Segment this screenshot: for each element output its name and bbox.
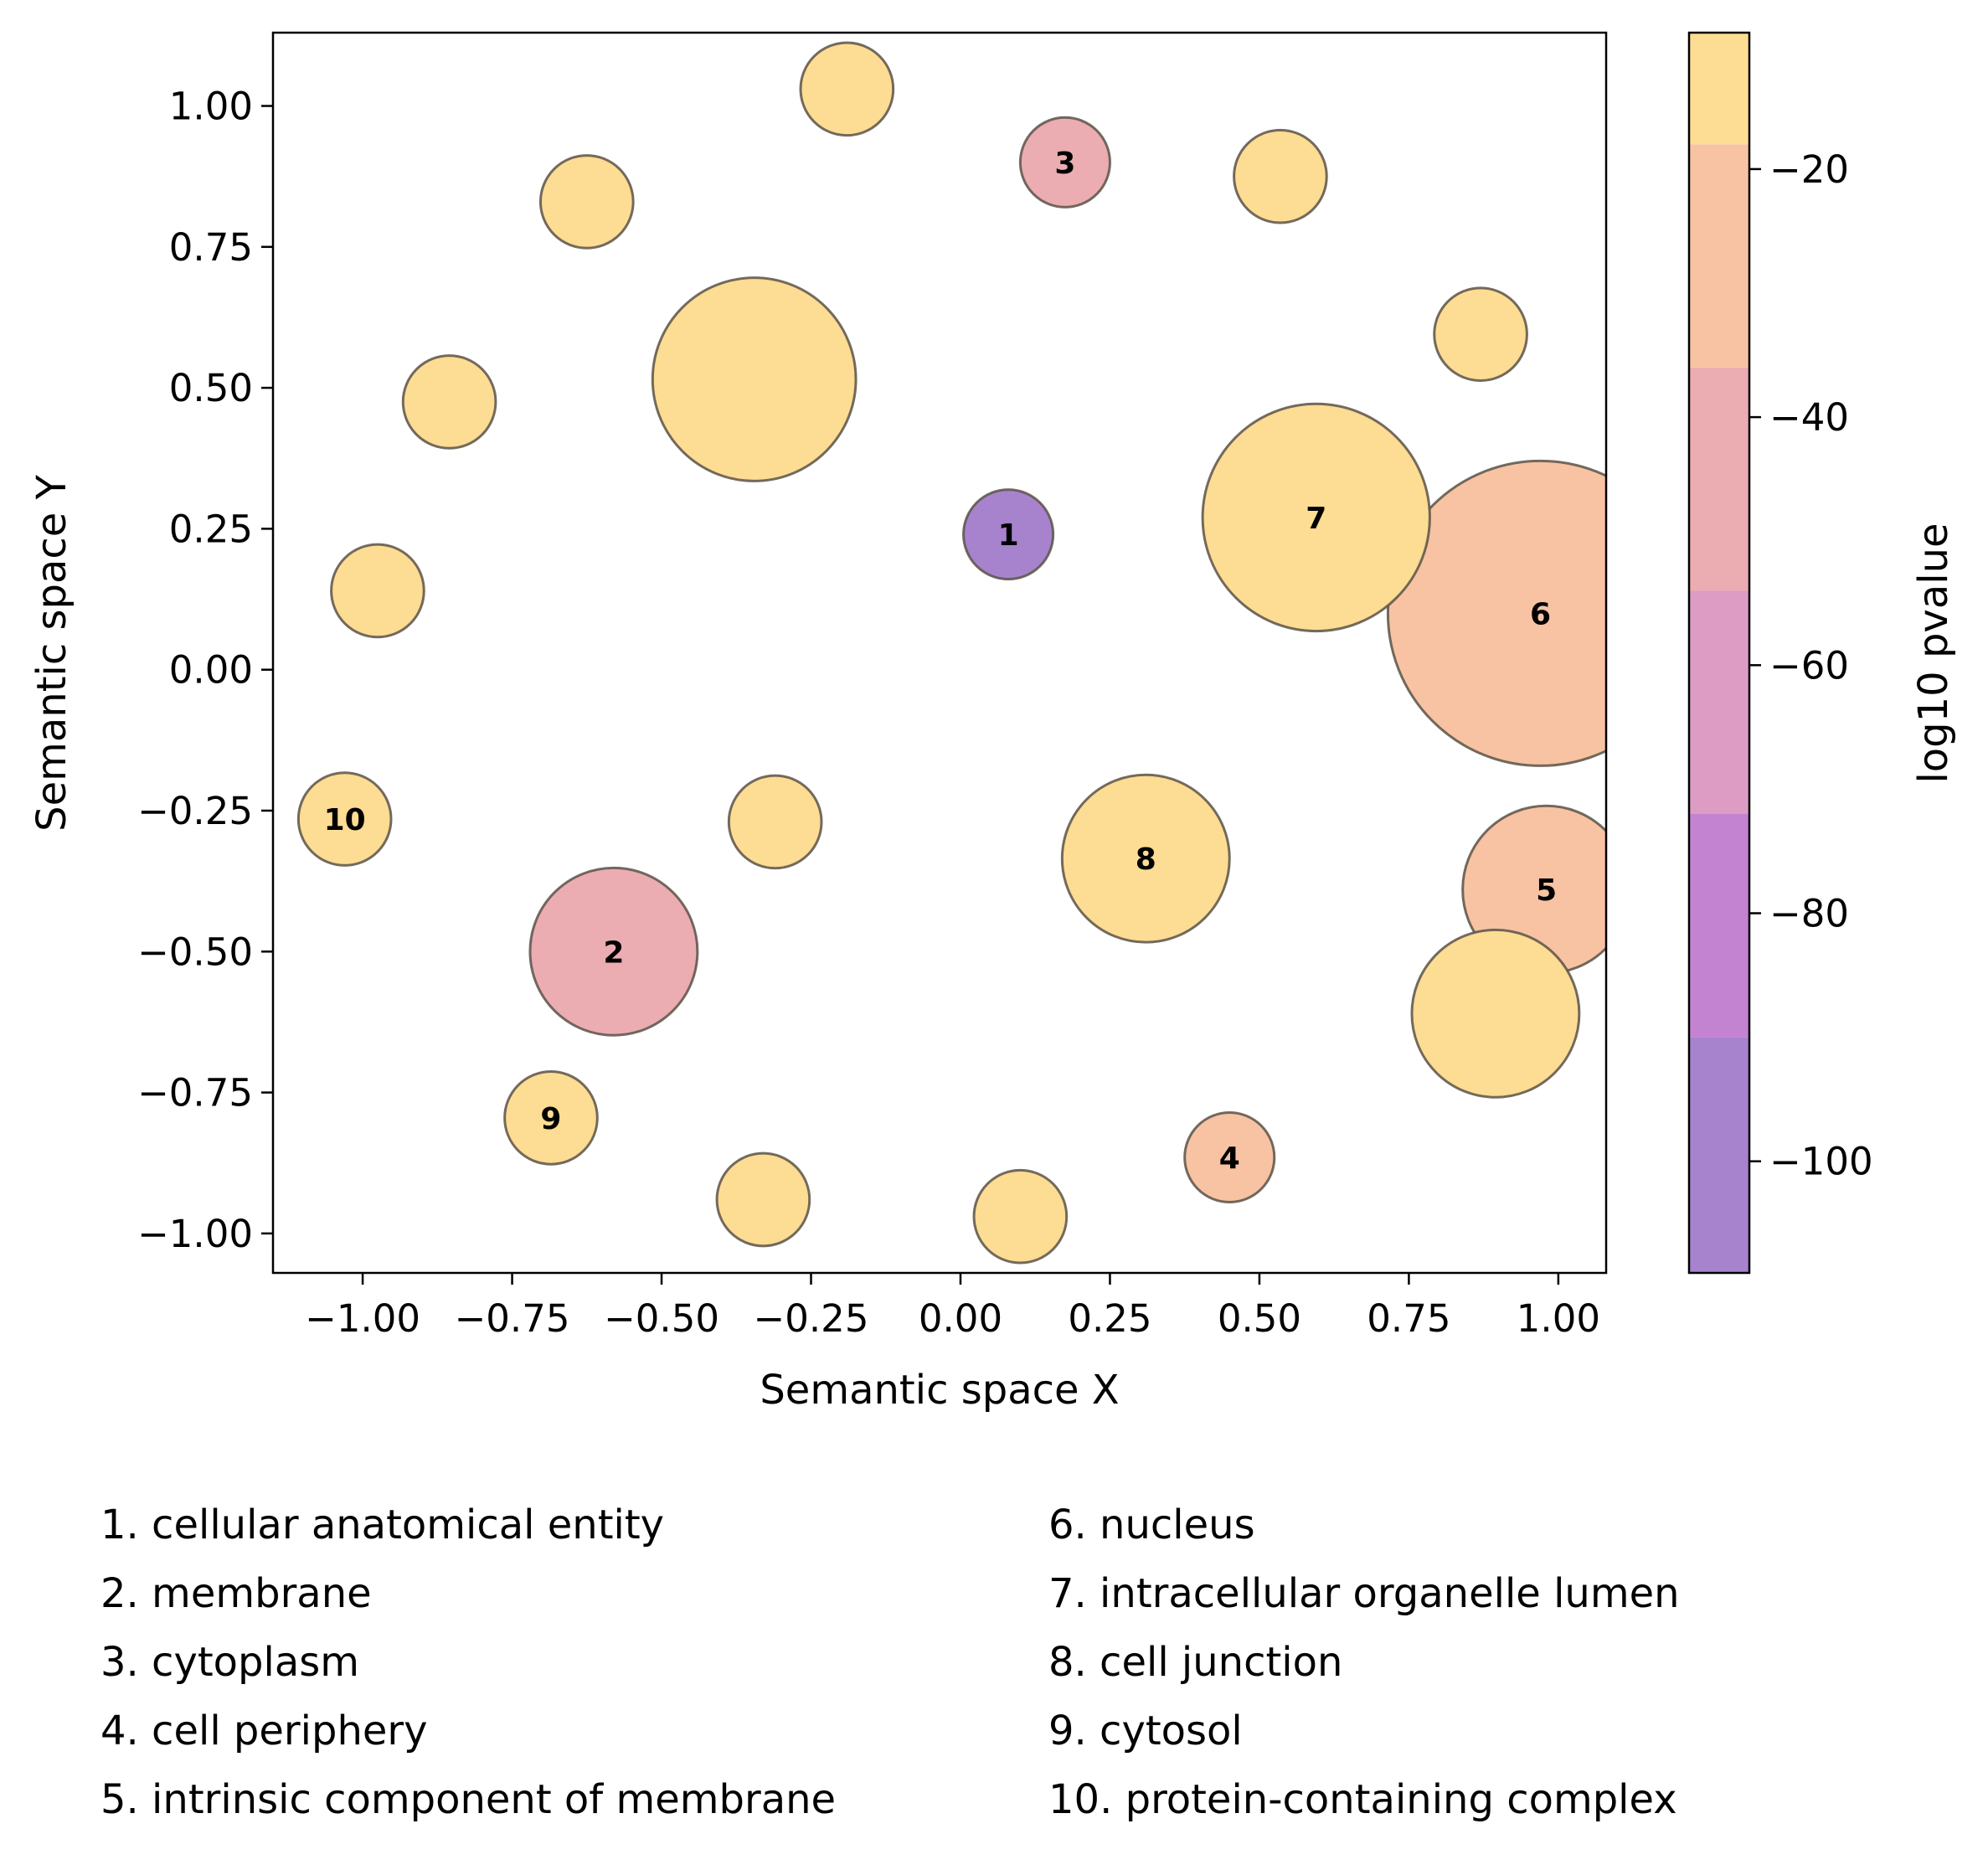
bubble-unlabeled-19 xyxy=(715,1151,811,1248)
colorbar-tick-label: −40 xyxy=(1769,395,1849,440)
bubble-8 xyxy=(1060,773,1231,944)
y-tick-label: 0.75 xyxy=(169,225,253,270)
legend-item-8: 8. cell junction xyxy=(1048,1639,1342,1686)
x-tick-label: 0.00 xyxy=(919,1296,1002,1341)
bubble-unlabeled-18 xyxy=(1410,928,1581,1099)
bubble-9 xyxy=(503,1070,599,1166)
bubble-unlabeled-13 xyxy=(1433,286,1528,382)
colorbar-tick-label: −60 xyxy=(1769,643,1849,688)
colorbar-frame xyxy=(1687,31,1751,1275)
bubble-label-1: 1 xyxy=(998,518,1019,553)
x-tick-label: 0.25 xyxy=(1068,1296,1151,1341)
colorbar-tick-label: −80 xyxy=(1769,892,1849,936)
y-tick-label: 0.50 xyxy=(169,366,253,410)
legend-item-4: 4. cell periphery xyxy=(100,1708,428,1754)
y-tick-label: 0.00 xyxy=(169,648,253,693)
x-tick-label: −0.50 xyxy=(604,1296,719,1341)
colorbar-band-5 xyxy=(1689,33,1749,145)
x-tick-label: 1.00 xyxy=(1517,1296,1600,1341)
colorbar-tick-label: −100 xyxy=(1769,1140,1873,1184)
y-tick-label: 1.00 xyxy=(169,85,253,129)
y-axis: 1.00 0.75 0.50 0.25 0.00 −0.25 −0.50 −0.75 −1.00 xyxy=(137,85,273,1256)
bubble-label-2: 2 xyxy=(603,935,624,970)
colorbar-tick-label: −20 xyxy=(1769,147,1849,192)
y-tick-label: −0.25 xyxy=(137,789,253,833)
legend-item-7: 7. intracellular organelle lumen xyxy=(1048,1570,1680,1617)
colorbar-band-0 xyxy=(1689,1037,1749,1273)
bubble-layer xyxy=(296,41,1606,1265)
legend-item-10: 10. protein-containing complex xyxy=(1048,1776,1677,1823)
x-tick-label: −0.75 xyxy=(455,1296,570,1341)
x-axis-label: Semantic space X xyxy=(760,1367,1119,1414)
bubble-2 xyxy=(528,866,699,1037)
y-axis-label: Semantic space Y xyxy=(28,474,75,831)
colorbar-band-3 xyxy=(1689,367,1749,591)
colorbar-label: log10 pvalue xyxy=(1910,523,1957,783)
legend-item-3: 3. cytoplasm xyxy=(100,1639,359,1686)
bubble-unlabeled-20 xyxy=(972,1168,1069,1265)
bubble-unlabeled-15 xyxy=(401,354,497,450)
bubble-label-10: 10 xyxy=(324,803,366,837)
x-tick-label: 0.50 xyxy=(1218,1296,1301,1341)
bubble-label-4: 4 xyxy=(1219,1141,1240,1176)
bubble-label-8: 8 xyxy=(1136,842,1156,877)
bubble-7 xyxy=(1201,402,1431,633)
bubble-unlabeled-11 xyxy=(538,154,635,250)
bubble-unlabeled-16 xyxy=(330,543,425,639)
colorbar: −20 −40 −60 −80 −100 xyxy=(1687,31,1873,1275)
legend-item-5: 5. intrinsic component of membrane xyxy=(100,1776,836,1823)
bubble-label-layer: 1 2 3 4 5 6 7 8 9 10 xyxy=(324,147,1558,1176)
x-axis: −1.00 −0.75 −0.50 −0.25 0.00 0.25 0.50 0.75 1.00 xyxy=(305,1273,1600,1341)
bubble-1 xyxy=(962,488,1055,581)
x-tick-label: −0.25 xyxy=(754,1296,869,1341)
legend-item-6: 6. nucleus xyxy=(1048,1502,1255,1548)
bubble-3 xyxy=(1018,116,1111,209)
legend-item-9: 9. cytosol xyxy=(1048,1708,1243,1754)
term-legend: 1. cellular anatomical entity 2. membrane… xyxy=(100,1502,1680,1823)
bubble-unlabeled-12 xyxy=(1233,128,1328,224)
bubble-label-6: 6 xyxy=(1530,597,1551,631)
y-tick-label: −1.00 xyxy=(137,1212,253,1256)
bubble-label-5: 5 xyxy=(1536,873,1557,908)
bubble-6 xyxy=(1386,459,1606,767)
colorbar-band-1 xyxy=(1689,814,1749,1038)
bubble-label-3: 3 xyxy=(1054,147,1075,181)
y-tick-label: 0.25 xyxy=(169,507,253,551)
legend-item-2: 2. membrane xyxy=(100,1570,372,1617)
bubble-4 xyxy=(1183,1110,1276,1204)
colorbar-band-2 xyxy=(1689,590,1749,815)
x-tick-label: −1.00 xyxy=(305,1296,420,1341)
bubble-label-9: 9 xyxy=(540,1102,561,1136)
bubble-unlabeled-17 xyxy=(727,774,823,870)
legend-item-1: 1. cellular anatomical entity xyxy=(100,1502,664,1548)
x-tick-label: 0.75 xyxy=(1367,1296,1450,1341)
bubble-label-7: 7 xyxy=(1306,502,1326,536)
bubble-unlabeled-10 xyxy=(799,41,895,137)
y-tick-label: −0.50 xyxy=(137,930,253,974)
plot-frame xyxy=(271,31,1608,1275)
colorbar-band-4 xyxy=(1689,144,1749,368)
bubble-10 xyxy=(296,771,393,867)
bubble-unlabeled-14 xyxy=(651,276,858,482)
y-tick-label: −0.75 xyxy=(137,1071,253,1115)
